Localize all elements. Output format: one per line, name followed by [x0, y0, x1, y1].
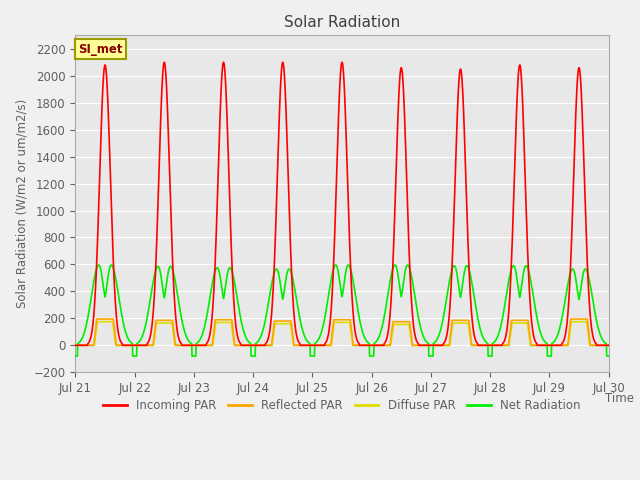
Y-axis label: Solar Radiation (W/m2 or um/m2/s): Solar Radiation (W/m2 or um/m2/s): [15, 99, 28, 309]
Title: Solar Radiation: Solar Radiation: [284, 15, 400, 30]
Text: SI_met: SI_met: [78, 43, 123, 56]
X-axis label: Time: Time: [605, 393, 634, 406]
Legend: Incoming PAR, Reflected PAR, Diffuse PAR, Net Radiation: Incoming PAR, Reflected PAR, Diffuse PAR…: [99, 395, 586, 417]
